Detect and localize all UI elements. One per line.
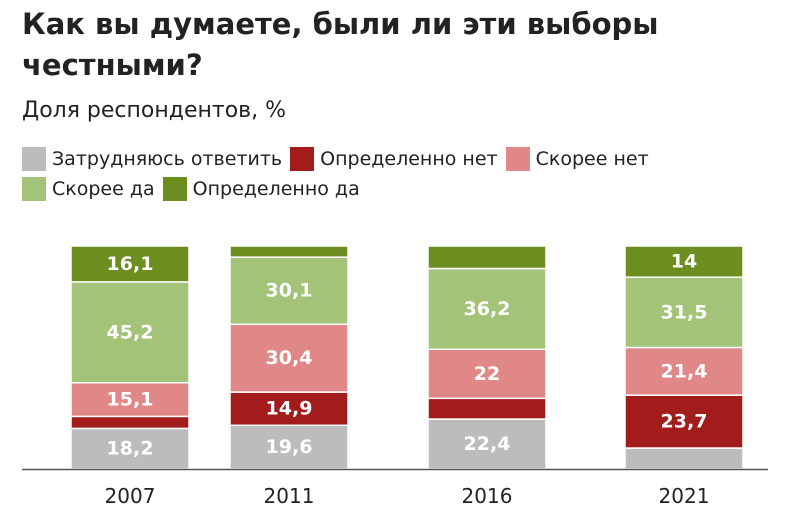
legend-label-definitely-yes: Определенно да <box>192 178 360 200</box>
data-label-2011-rather-no: 30,4 <box>266 347 313 369</box>
data-label-2011-undecided: 19,6 <box>266 436 313 458</box>
legend-item-undecided: Затрудняюсь ответить <box>22 147 282 171</box>
legend-label-rather-no: Скорее нет <box>535 148 649 170</box>
chart-title: Как вы думаете, были ли эти выборы честн… <box>22 7 659 82</box>
data-label-2016-rather-yes: 36,2 <box>464 298 511 320</box>
data-label-2021-rather-yes: 31,5 <box>661 301 708 323</box>
data-label-2007-definitely-yes: 16,1 <box>107 253 154 275</box>
x-tick-label-2021: 2021 <box>659 484 710 508</box>
bar-segment-2021-definitely-yes <box>624 245 744 278</box>
legend-swatch-rather-no <box>505 147 530 171</box>
chart-subtitle: Доля респондентов, % <box>22 98 287 123</box>
bar-segment-2007-definitely-yes <box>70 245 190 283</box>
bar-segment-2016-definitely-no <box>427 397 547 420</box>
x-tick-label-2011: 2011 <box>264 484 315 508</box>
bar-segment-2011-undecided <box>229 424 349 470</box>
bar-segment-2011-definitely-yes <box>229 245 349 258</box>
data-label-2021-rather-no: 21,4 <box>661 360 708 382</box>
legend-swatch-definitely-no <box>290 147 315 171</box>
data-label-2007-rather-no: 15,1 <box>107 389 154 411</box>
data-label-2007-rather-yes: 45,2 <box>107 321 154 343</box>
data-label-2016-rather-no: 22 <box>474 363 500 385</box>
data-label-2011-definitely-no: 14,9 <box>266 398 313 420</box>
legend-item-rather-no: Скорее нет <box>505 147 649 171</box>
data-label-2011-rather-yes: 30,1 <box>266 280 313 302</box>
x-tick-label-2016: 2016 <box>462 484 513 508</box>
bar-segment-2016-rather-yes <box>427 267 547 350</box>
bar-segment-2016-definitely-yes <box>427 245 547 270</box>
legend-swatch-undecided <box>22 147 46 171</box>
data-label-2021-definitely-no: 23,7 <box>661 411 708 433</box>
legend-label-rather-yes: Скорее да <box>52 178 155 200</box>
bar-segment-2016-undecided <box>427 418 547 470</box>
x-tick-label-2007: 2007 <box>105 484 156 508</box>
bar-segment-2011-rather-yes <box>229 256 349 326</box>
data-label-2021-definitely-yes: 14 <box>671 251 697 273</box>
legend-swatch-definitely-yes <box>162 177 187 201</box>
legend-item-definitely-no: Определенно нет <box>290 147 498 171</box>
legend-swatch-rather-yes <box>22 177 46 201</box>
data-label-2016-undecided: 22,4 <box>464 433 511 455</box>
bar-segment-2021-rather-yes <box>624 276 744 349</box>
legend-label-definitely-no: Определенно нет <box>320 148 498 170</box>
data-label-2007-undecided: 18,2 <box>107 438 154 460</box>
bar-segment-2007-rather-no <box>70 381 190 418</box>
bar-segment-2021-undecided <box>624 447 744 470</box>
legend-row-1: Затрудняюсь ответить Определенно нет Ско… <box>22 144 762 174</box>
bar-segment-2007-definitely-no <box>70 415 190 430</box>
bar-segment-2021-rather-no <box>624 346 744 396</box>
legend-item-definitely-yes: Определенно да <box>162 177 360 201</box>
bar-segment-2011-rather-no <box>229 323 349 393</box>
bar-segment-2011-definitely-no <box>229 391 349 427</box>
legend-item-rather-yes: Скорее да <box>22 177 155 201</box>
legend-row-2: Скорее да Определенно да <box>22 174 762 204</box>
legend-label-undecided: Затрудняюсь ответить <box>52 148 283 170</box>
bar-segment-2016-rather-no <box>427 348 547 400</box>
bar-segment-2021-definitely-no <box>624 394 744 449</box>
legend: Затрудняюсь ответить Определенно нет Ско… <box>22 144 762 204</box>
